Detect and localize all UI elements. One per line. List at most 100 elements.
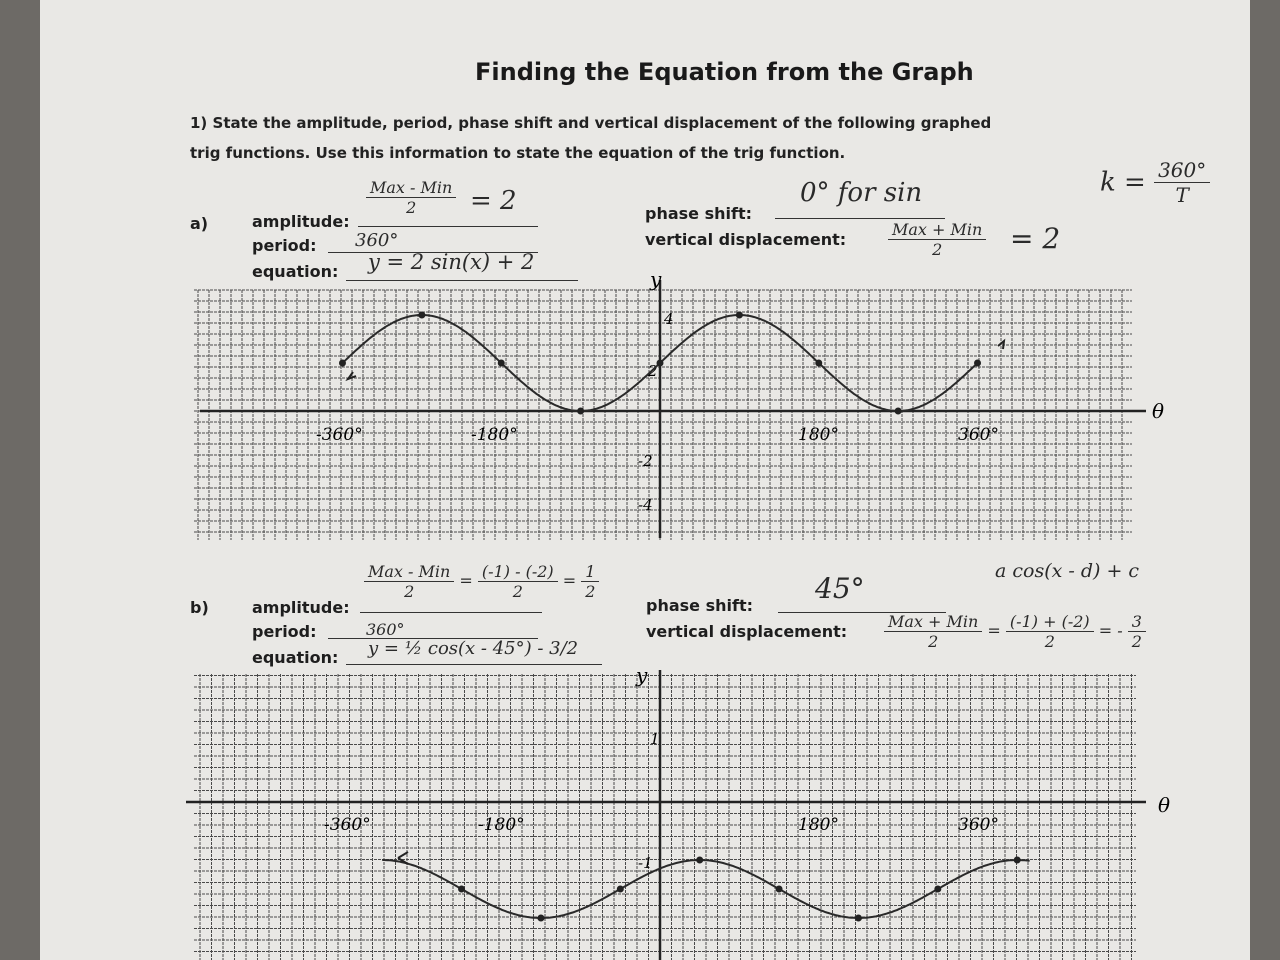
curve-point [577,407,585,415]
phase-shift-value-b: 45° [815,572,865,605]
amplitude-label-b: amplitude: [252,598,350,617]
amplitude-b-num1: Max - Min [364,562,455,582]
phase-shift-label-a: phase shift: [645,204,752,223]
graph-a-x-label: θ [1152,399,1164,423]
equation-label-b: equation: [252,648,339,667]
curve-point [696,856,704,864]
phase-shift-label-b: phase shift: [646,596,753,615]
phase-shift-value-a: 0° for sin [800,178,923,208]
vd-b-den1: 2 [928,632,939,651]
amplitude-line-b [360,612,542,613]
problem-a-marker: a) [190,214,209,233]
graph-b-points [458,856,1021,922]
graph-b-ytick-1: 1 [650,730,660,748]
instructions-line-1: 1) State the amplitude, period, phase sh… [190,114,992,132]
vd-b-equals-2: = - [1098,621,1123,640]
vd-formula-b: Max + Min 2 = (-1) + (-2) 2 = - 3 2 [884,612,1146,651]
amplitude-formula-b: Max - Min 2 = (-1) - (-2) 2 = 1 2 [364,562,600,601]
vertical-displacement-label-b: vertical displacement: [646,622,848,641]
graph-a-y-label: y [649,268,662,291]
graph-a-xtick-360: 360° [958,425,999,445]
amplitude-label-a: amplitude: [252,212,350,231]
curve-point [854,914,862,922]
margin-note-fraction: 360° T [1154,158,1211,207]
vd-b-num3: 3 [1127,612,1146,632]
graph-b-xtick-360: 360° [958,815,999,835]
equation-label-a: equation: [252,262,339,281]
amplitude-b-den1: 2 [404,582,415,601]
margin-note-lhs: k = [1100,167,1146,198]
equation-value-b: y = ½ cos(x - 45°) - 3/2 [368,638,579,659]
equation-line-a [346,280,578,281]
vd-b-num2: (-1) + (-2) [1005,612,1094,632]
margin-note-numerator: 360° [1154,158,1211,183]
curve-point [458,885,466,893]
vd-b-equals: = [987,621,1001,640]
vd-b-den2: 2 [1044,632,1055,651]
equation-value-a: y = 2 sin(x) + 2 [368,250,535,274]
graph-a-right-arrow [997,338,1006,350]
vd-b-den3: 2 [1131,632,1142,651]
graph-a-ytick-4: 4 [663,310,674,328]
amplitude-b-den2: 2 [512,582,523,601]
graph-a-ytick-neg4: -4 [638,496,653,514]
amplitude-b-num2: (-1) - (-2) [477,562,558,582]
graph-a-left-arrow [345,371,357,382]
curve-point [418,311,426,319]
graph-b-x-label: θ [1158,793,1170,817]
graph-a-xtick-neg180: -180° [471,425,518,445]
curve-point [815,359,823,367]
graph-b-xtick-180: 180° [798,815,839,835]
curve-point [974,359,982,367]
amplitude-b-num3: 1 [581,562,600,582]
page-title: Finding the Equation from the Graph [475,58,974,86]
period-line-b [328,638,538,639]
amplitude-a-numerator: Max - Min [366,178,457,198]
curve-point [775,885,783,893]
curve-point [894,407,902,415]
graph-a-xtick-180: 180° [798,425,839,445]
period-label-a: period: [252,236,317,255]
curve-point [1013,856,1021,864]
curve-point [537,914,545,922]
vd-answer-a: = 2 [1010,222,1061,255]
graph-a-points [338,311,982,415]
amplitude-formula-a: Max - Min 2 [366,178,457,217]
graph-b-y-label: y [635,668,648,687]
vd-formula-a: Max + Min 2 [888,220,987,259]
curve-point [934,885,942,893]
margin-note: k = 360° T [1100,158,1211,207]
margin-note-denominator: T [1175,183,1189,207]
graph-a-grid [194,289,1132,540]
period-label-b: period: [252,622,317,641]
amplitude-b-den3: 2 [585,582,596,601]
graph-a-ytick-neg2: -2 [638,452,653,470]
phase-shift-line-a [775,218,945,219]
graph-b-xtick-neg360: -360° [324,815,371,835]
vd-a-numerator: Max + Min [888,220,987,240]
amplitude-answer-a: = 2 [470,186,517,216]
curve-point [616,885,624,893]
problem-b-marker: b) [190,598,209,617]
graph-a: y θ -360° -180° 180° 360° 4 2 -2 -4 [194,268,1164,540]
instructions-line-2: trig functions. Use this information to … [190,144,846,162]
vertical-displacement-label-a: vertical displacement: [645,230,847,249]
amplitude-a-denominator: 2 [406,198,417,217]
amplitude-b-equals-2: = [562,571,577,590]
graph-b-xtick-neg180: -180° [478,815,525,835]
vd-b-num1: Max + Min [884,612,983,632]
curve-point [338,359,346,367]
period-value-b: 360° [366,620,405,639]
equation-line-b [346,664,602,665]
general-form-note: a cos(x - d) + c [995,560,1140,582]
curve-point [656,359,664,367]
graph-b: y θ -360° -180° 180° 360° 1 -1 [186,668,1170,960]
graph-b-curve [382,859,1030,919]
period-value-a: 360° [355,230,399,251]
curve-point [497,359,505,367]
graph-a-xtick-neg360: -360° [316,425,363,445]
phase-shift-line-b [778,612,946,613]
graph-b-left-arrow [397,851,409,865]
period-line-a [328,252,538,253]
curve-point [735,311,743,319]
